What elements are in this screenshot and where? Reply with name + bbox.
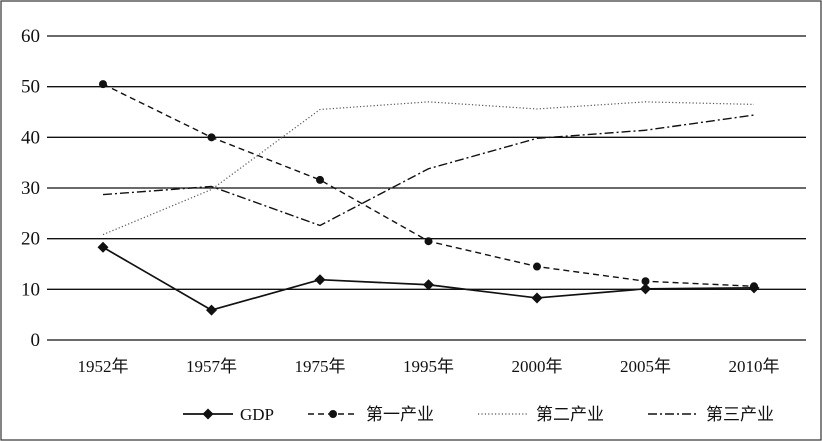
y-axis-ticks: 0 10 20 30 40 50 60 [21, 26, 40, 351]
data-point [97, 241, 109, 253]
series-line [102, 114, 755, 227]
x-axis-ticks: 1952年 1957年 1975年 1995年 2000年 2005年 2010年 [78, 357, 780, 376]
data-point [316, 175, 324, 184]
data-point [533, 262, 541, 271]
x-tick-label: 1957年 [186, 357, 237, 376]
legend-marker [329, 410, 337, 418]
legend-marker [202, 408, 214, 420]
data-point [424, 237, 433, 246]
data-point [423, 279, 434, 291]
legend-item: GDP [183, 405, 274, 424]
series-4 [102, 114, 755, 227]
y-tick-label: 10 [21, 279, 40, 300]
legend-label: 第二产业 [536, 405, 604, 424]
legend-item: 第一产业 [308, 405, 434, 424]
legend-item: 第二产业 [478, 405, 604, 424]
data-point [531, 292, 543, 304]
legend-label: 第三产业 [706, 405, 774, 424]
y-tick-label: 50 [21, 77, 40, 98]
data-point [207, 133, 216, 142]
legend-label: GDP [240, 405, 274, 424]
y-tick-label: 30 [21, 178, 40, 199]
legend: GDP 第一产业 第二产业 第三产业 [183, 405, 774, 424]
x-tick-label: 2000年 [512, 357, 563, 376]
y-tick-label: 0 [31, 330, 41, 351]
data-point [640, 283, 651, 295]
y-tick-label: 20 [21, 229, 40, 250]
series-2 [99, 80, 758, 291]
x-tick-label: 1995年 [403, 357, 454, 376]
x-tick-label: 1952年 [78, 357, 129, 376]
legend-label: 第一产业 [366, 405, 434, 424]
x-tick-label: 2005年 [620, 357, 671, 376]
data-point [750, 282, 758, 291]
series-line [102, 101, 755, 236]
series-3 [102, 101, 755, 236]
y-tick-label: 40 [21, 127, 40, 148]
x-tick-label: 1975年 [295, 357, 346, 376]
x-tick-label: 2010年 [729, 357, 780, 376]
data-point [206, 304, 217, 316]
legend-item: 第三产业 [648, 405, 774, 424]
data-point [314, 274, 326, 286]
data-point [641, 277, 650, 286]
data-point [99, 80, 107, 89]
series-lines [97, 80, 760, 316]
y-tick-label: 60 [21, 26, 40, 47]
